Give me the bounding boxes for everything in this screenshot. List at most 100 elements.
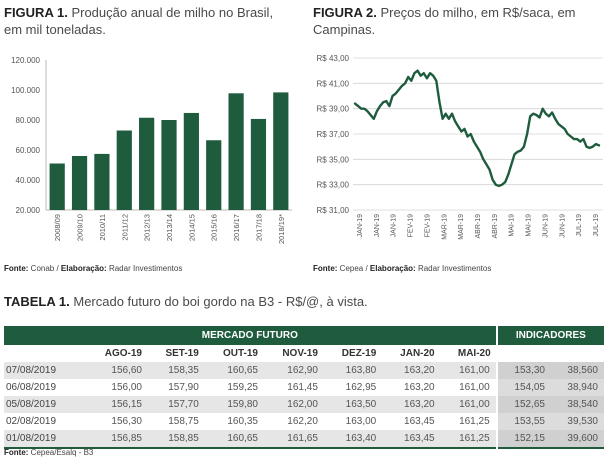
bar <box>94 153 110 210</box>
price-cell: 156,15 <box>85 396 148 413</box>
bar <box>116 130 132 210</box>
row-date: 07/08/2019 <box>4 362 86 379</box>
group-header-indicadores: INDICADORES <box>495 326 604 345</box>
figure1-title: FIGURA 1. Produção anual de milho no Bra… <box>4 4 294 38</box>
bar <box>206 140 222 210</box>
price-cell: 158,75 <box>168 416 199 427</box>
x-tick-label: 2011/12 <box>120 214 129 241</box>
price-cell: 160,65 <box>204 362 264 379</box>
price-cell: 160,35 <box>227 416 258 427</box>
bar <box>273 92 289 210</box>
x-tick-label: 2013/14 <box>165 214 174 241</box>
x-tick-label: 2015/16 <box>210 214 219 241</box>
table-row: 05/08/2019 156,15 157,70 159,80 162,00 163,50… <box>4 396 604 413</box>
row-date: 06/08/2019 <box>6 382 57 393</box>
x-tick-label: MAI-19 <box>526 214 533 237</box>
price-cell: 158,85 <box>148 430 205 448</box>
figure2-title: FIGURA 2. Preços do milho, em R$/saca, e… <box>313 4 603 38</box>
row-date: 05/08/2019 <box>4 396 86 413</box>
row-date: 01/08/2019 <box>4 430 86 448</box>
row-date: 02/08/2019 <box>6 416 57 427</box>
y-tick-label: R$ 33,00 <box>317 181 350 190</box>
y-tick-label: 40.000 <box>16 176 41 185</box>
y-tick-label: R$ 43,00 <box>317 54 350 63</box>
price-cell: 156,85 <box>85 430 148 448</box>
bar <box>183 112 199 210</box>
column-header-blank <box>497 345 551 362</box>
figure1-title-text: Produção anual de milho no Brasil, em mi… <box>4 5 274 37</box>
indicator-cell: 38,560 <box>550 362 604 379</box>
x-tick-label: 2009/10 <box>76 214 85 241</box>
column-header-blank <box>4 345 86 362</box>
x-tick-label: JUN-19 <box>542 214 549 238</box>
futures-table: MERCADO FUTURO INDICADORES AGO-19 SET-19 O… <box>4 326 604 449</box>
bar <box>49 163 65 210</box>
y-tick-label: R$ 41,00 <box>317 79 350 88</box>
x-tick-label: 2018/19* <box>277 214 286 244</box>
table-title-text: Mercado futuro do boi gordo na B3 - R$/@… <box>73 294 368 309</box>
price-cell: 159,25 <box>227 382 258 393</box>
x-tick-label: JAN-19 <box>391 214 398 237</box>
x-tick-label: JUL-19 <box>593 214 600 237</box>
x-tick-label: 2014/15 <box>187 214 196 241</box>
table-title: TABELA 1. Mercado futuro do boi gordo na… <box>4 294 368 309</box>
x-tick-label: JUN-19 <box>559 214 566 238</box>
column-header: JAN-20 <box>400 348 435 359</box>
x-tick-label: MAR-19 <box>458 214 465 240</box>
indicator-cell: 38,940 <box>550 379 604 396</box>
column-header: NOV-19 <box>282 348 318 359</box>
price-cell: 162,00 <box>263 396 324 413</box>
price-cell: 157,90 <box>168 382 199 393</box>
column-header: AGO-19 <box>104 348 142 359</box>
x-tick-label: MAI-19 <box>509 214 516 237</box>
indicator-cell: 38,540 <box>550 396 604 413</box>
figure2-label: FIGURA 2. <box>313 5 377 20</box>
group-header-mercado: MERCADO FUTURO <box>4 326 497 345</box>
y-tick-label: R$ 37,00 <box>317 130 350 139</box>
x-tick-label: 2008/09 <box>53 214 62 241</box>
price-cell: 161,25 <box>440 430 497 448</box>
price-cell: 163,00 <box>345 416 377 427</box>
price-cell: 163,40 <box>323 430 383 448</box>
table-row: 07/08/2019 156,60 158,35 160,65 162,90 163,80… <box>4 362 604 379</box>
price-cell: 156,60 <box>85 362 148 379</box>
y-tick-label: 100.000 <box>11 86 40 95</box>
price-cell: 161,25 <box>459 416 490 427</box>
x-tick-label: 2016/17 <box>232 214 241 241</box>
price-cell: 161,65 <box>263 430 324 448</box>
price-cell: 163,20 <box>382 362 441 379</box>
price-cell: 162,20 <box>287 416 318 427</box>
price-cell: 158,35 <box>148 362 205 379</box>
price-cell: 161,00 <box>440 362 497 379</box>
figure1-label: FIGURA 1. <box>4 5 68 20</box>
price-cell: 163,80 <box>323 362 383 379</box>
column-header: SET-19 <box>165 348 199 359</box>
price-cell: 161,00 <box>440 396 497 413</box>
x-tick-label: 2012/13 <box>143 214 152 241</box>
column-header: DEZ-19 <box>341 348 377 359</box>
x-tick-label: JAN-19 <box>357 214 364 237</box>
x-tick-label: JAN-19 <box>374 214 381 237</box>
price-cell: 163,45 <box>404 416 435 427</box>
bar-chart: 20.000 40.000 60.000 80.000 100.000 120.000 20… <box>11 56 292 244</box>
x-tick-label: 2017/18 <box>254 214 263 241</box>
bar <box>250 118 267 210</box>
x-tick-label: ABR-19 <box>492 214 499 239</box>
column-header-blank <box>551 345 604 362</box>
bar <box>161 120 177 210</box>
price-cell: 162,95 <box>345 382 377 393</box>
y-tick-label: R$ 35,00 <box>317 155 350 164</box>
y-tick-label: 120.000 <box>11 56 40 65</box>
column-header: OUT-19 <box>222 348 258 359</box>
indicator-cell: 39,600 <box>550 430 604 448</box>
line-chart: R$ 31,00 R$ 33,00 R$ 35,00 R$ 37,00 R$ 39,00… <box>317 54 603 240</box>
price-series-line <box>353 69 601 188</box>
bar <box>71 156 88 210</box>
y-tick-label: 20.000 <box>16 206 41 215</box>
price-cell: 156,30 <box>111 416 142 427</box>
figure1-source: Fonte: Conab / Elaboração: Radar Investi… <box>4 264 183 273</box>
column-header: MAI-20 <box>457 348 491 359</box>
table-row: 06/08/2019 156,00 157,90 159,25 161,45 162,95… <box>4 379 604 396</box>
table-row: 02/08/2019 156,30 158,75 160,35 162,20 163,00… <box>4 413 604 430</box>
y-tick-label: 80.000 <box>16 116 41 125</box>
